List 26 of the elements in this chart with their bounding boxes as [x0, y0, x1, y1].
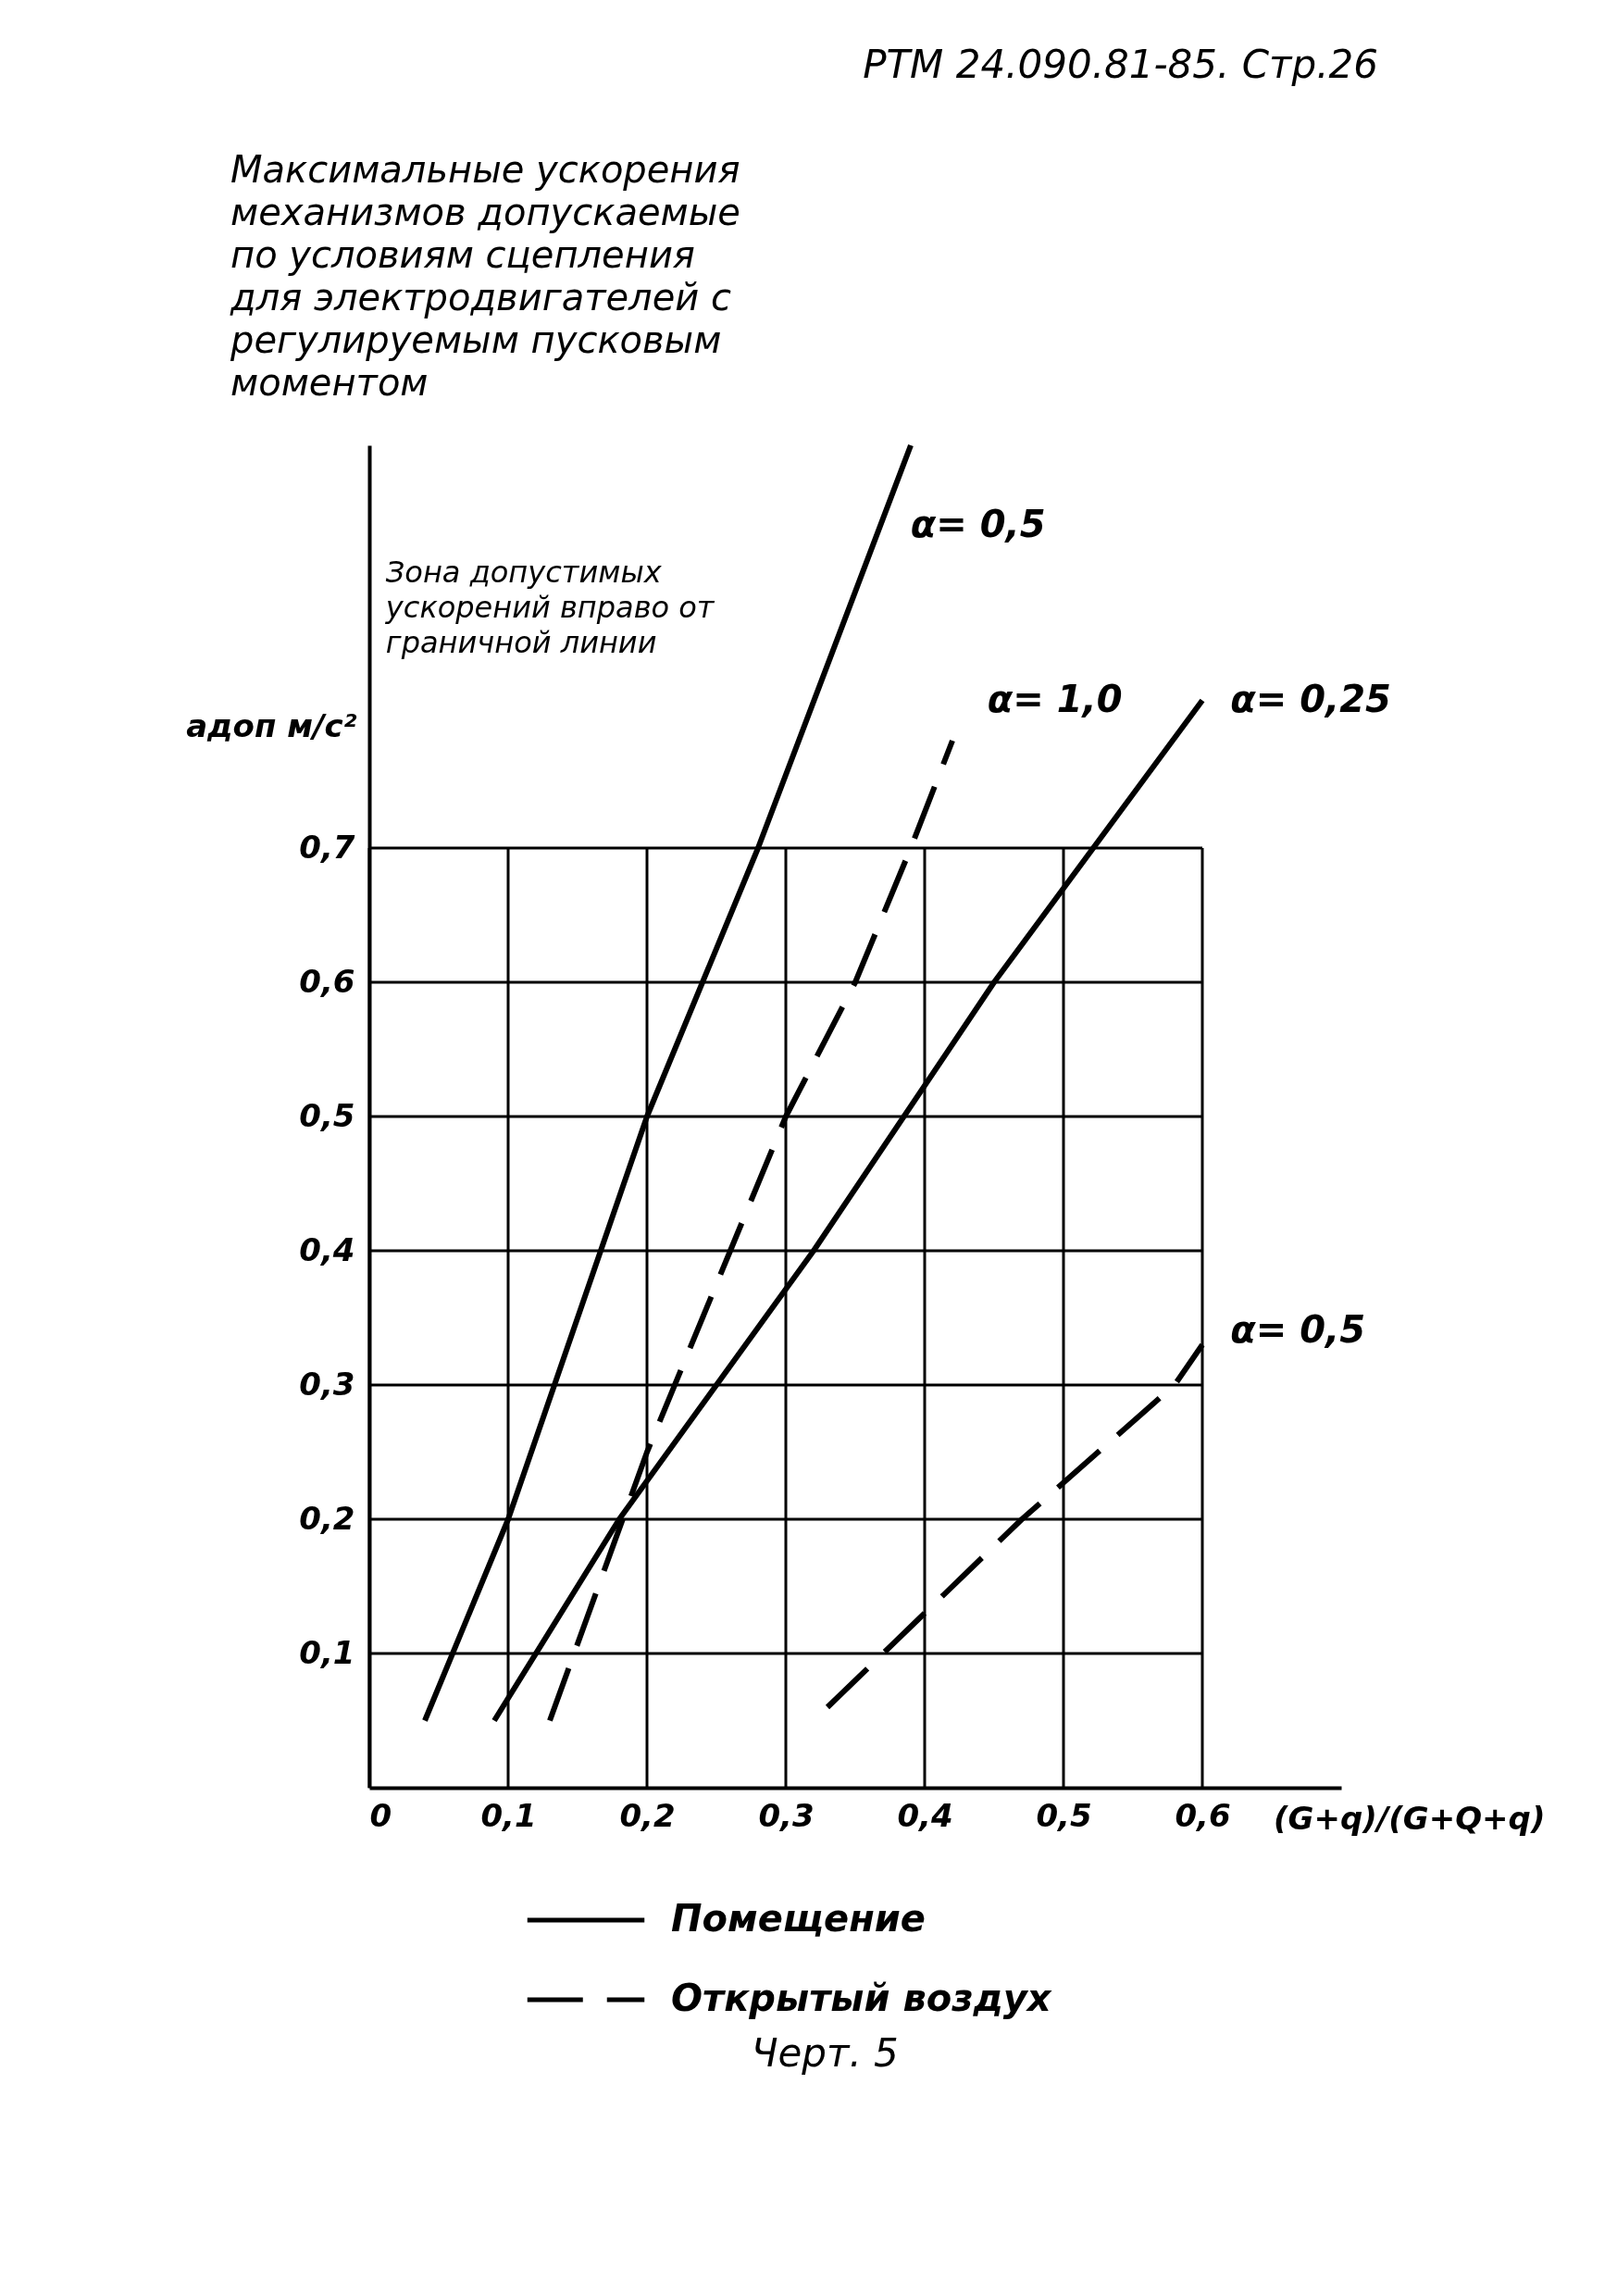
x-tick-label: 0,5 [1036, 1796, 1092, 1834]
legend-label: Открытый воздух [671, 1977, 1052, 2019]
x-tick-label: 0 [369, 1796, 392, 1834]
annotation: α= 0,25 [1230, 677, 1391, 720]
y-tick-label: 0,1 [299, 1633, 355, 1671]
legend-label: Помещение [671, 1897, 926, 1940]
x-tick-label: 0,1 [480, 1796, 537, 1834]
x-tick-label: 0,2 [619, 1796, 676, 1834]
text: РТМ 24.090.81-85. Стр.26 [863, 42, 1378, 87]
annotation: α= 0,5 [1230, 1308, 1366, 1351]
x-tick-label: 0,6 [1175, 1796, 1231, 1834]
y-tick-label: 0,7 [299, 828, 355, 866]
annotation: α= 1,0 [987, 677, 1123, 720]
annotation: Зона допустимых ускорений вправо от граничной линии [384, 555, 715, 661]
annotation: α= 0,5 [910, 503, 1046, 545]
y-tick-label: 0,5 [299, 1096, 355, 1134]
y-tick-label: 0,2 [299, 1499, 355, 1537]
y-axis-title: aдоп м/с² [186, 707, 357, 744]
y-tick-label: 0,6 [299, 962, 355, 1000]
y-tick-label: 0,3 [299, 1365, 355, 1403]
chart-title: Максимальные ускорения механизмов допускаемые по условиям сцепления для электродвигателей с регулируемым пусковым моментом [230, 148, 740, 404]
x-tick-label: 0,3 [758, 1796, 815, 1834]
y-tick-label: 0,4 [299, 1230, 355, 1268]
text: Черт. 5 [751, 2030, 899, 2076]
x-axis-title: (G+q)/(G+Q+q) [1274, 1799, 1546, 1837]
x-tick-label: 0,4 [897, 1796, 953, 1834]
